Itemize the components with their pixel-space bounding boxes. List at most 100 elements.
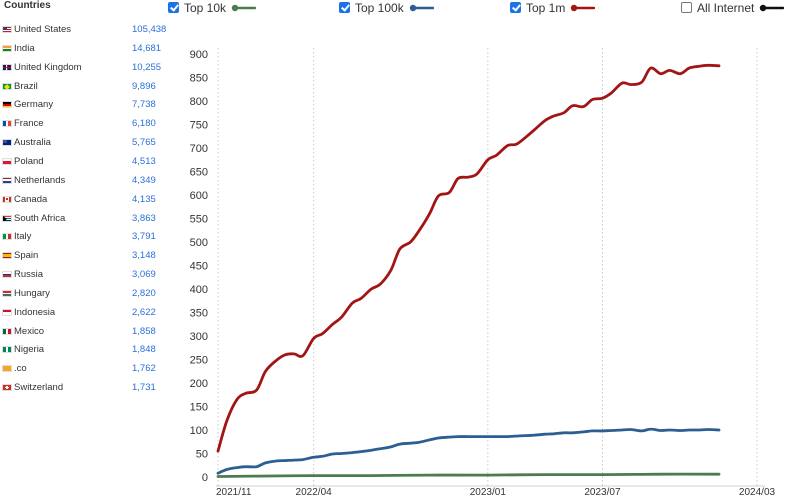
legend-swatch-icon xyxy=(409,4,434,12)
y-tick-label: 450 xyxy=(190,261,208,273)
country-row[interactable]: Italy 3,791 xyxy=(2,229,170,245)
y-tick-label: 0 xyxy=(202,472,208,484)
country-row[interactable]: Brazil 9,896 xyxy=(2,79,170,95)
country-row[interactable]: Australia 5,765 xyxy=(2,135,170,151)
countries-sidebar: Countries United States 105,438 India 14,68… xyxy=(0,0,170,498)
y-tick-label: 700 xyxy=(190,143,208,155)
country-name: Germany xyxy=(14,99,54,111)
country-row[interactable]: Netherlands 4,349 xyxy=(2,173,170,189)
country-row[interactable]: .co 1,762 xyxy=(2,361,170,377)
us-flag-icon xyxy=(2,26,12,33)
country-count[interactable]: 5,765 xyxy=(132,137,156,149)
y-tick-label: 350 xyxy=(190,308,208,320)
y-tick-label: 400 xyxy=(190,284,208,296)
country-count[interactable]: 3,791 xyxy=(132,231,156,243)
country-count[interactable]: 4,135 xyxy=(132,193,156,205)
legend-swatch-icon xyxy=(571,4,596,12)
country-name: Brazil xyxy=(14,80,38,92)
checkbox-checked-icon[interactable] xyxy=(510,2,521,13)
hu-flag-icon xyxy=(2,289,12,297)
line-chart: 2021/11 2022/04 2023/01 2023/07 2024/03 0 50 10… xyxy=(190,48,776,498)
country-row[interactable]: United Kingdom 10,255 xyxy=(2,60,170,76)
country-count[interactable]: 2,622 xyxy=(132,306,156,318)
co-domain-icon xyxy=(2,365,12,373)
country-count[interactable]: 1,848 xyxy=(132,344,156,356)
country-row[interactable]: Nigeria 1,848 xyxy=(2,342,170,358)
country-row[interactable]: Spain 3,148 xyxy=(2,248,170,264)
country-row[interactable]: Canada 4,135 xyxy=(2,192,170,208)
fr-flag-icon xyxy=(2,120,12,128)
country-count[interactable]: 6,180 xyxy=(132,118,156,130)
country-count[interactable]: 3,863 xyxy=(132,212,156,224)
es-flag-icon xyxy=(2,252,12,260)
y-tick-label: 800 xyxy=(190,96,208,108)
country-name: Nigeria xyxy=(14,344,45,356)
country-name: Mexico xyxy=(14,325,45,337)
country-count[interactable]: 4,349 xyxy=(132,174,156,186)
country-count[interactable]: 105,438 xyxy=(132,24,167,35)
mx-flag-icon xyxy=(2,327,12,335)
country-name: South Africa xyxy=(14,212,66,224)
country-row[interactable]: France 6,180 xyxy=(2,116,170,132)
legend-label: Top 1m xyxy=(526,1,566,15)
de-flag-icon xyxy=(2,101,12,109)
country-name: Hungary xyxy=(14,287,50,299)
br-flag-icon xyxy=(2,82,12,90)
x-tick-label: 2024/03 xyxy=(739,487,776,498)
country-count[interactable]: 4,513 xyxy=(132,155,156,167)
y-tick-label: 500 xyxy=(190,237,208,249)
in-flag-icon xyxy=(2,44,12,52)
legend-swatch-icon xyxy=(760,4,785,12)
country-row[interactable]: Germany 7,738 xyxy=(2,97,170,113)
y-tick-label: 550 xyxy=(190,214,208,226)
country-row[interactable]: Russia 3,069 xyxy=(2,267,170,283)
x-tick-label: 2023/07 xyxy=(584,487,621,498)
country-count[interactable]: 1,858 xyxy=(132,325,156,337)
country-name: Canada xyxy=(14,193,48,205)
country-row[interactable]: Mexico 1,858 xyxy=(2,324,170,340)
country-count[interactable]: 9,896 xyxy=(132,80,156,92)
y-tick-label: 250 xyxy=(190,355,208,367)
country-row[interactable]: United States 105,438 xyxy=(2,22,170,38)
y-tick-label: 300 xyxy=(190,331,208,343)
series-line-top-1m xyxy=(216,63,721,453)
legend-label: Top 10k xyxy=(184,1,227,15)
country-row[interactable]: South Africa 3,863 xyxy=(2,211,170,227)
za-flag-icon xyxy=(2,214,12,222)
au-flag-icon xyxy=(2,139,12,147)
y-tick-label: 600 xyxy=(190,190,208,202)
country-name: Italy xyxy=(14,231,32,243)
country-row[interactable]: India 14,681 xyxy=(2,41,170,57)
country-count[interactable]: 10,255 xyxy=(132,61,162,73)
legend-label: All Internet xyxy=(697,1,755,15)
checkbox-unchecked-icon[interactable] xyxy=(681,2,692,13)
legend-label: Top 100k xyxy=(355,1,404,15)
country-row[interactable]: Hungary 2,820 xyxy=(2,286,170,302)
country-count[interactable]: 1,731 xyxy=(132,382,156,394)
country-row[interactable]: Switzerland 1,731 xyxy=(2,380,170,396)
country-row[interactable]: Indonesia 2,622 xyxy=(2,305,170,321)
country-count[interactable]: 2,820 xyxy=(132,287,156,299)
x-tick-label: 2023/01 xyxy=(470,487,507,498)
country-row[interactable]: Poland 4,513 xyxy=(2,154,170,170)
x-tick-label: 2021/11 xyxy=(216,487,252,498)
country-count[interactable]: 3,148 xyxy=(132,250,156,262)
country-name: Australia xyxy=(14,137,51,149)
checkbox-checked-icon[interactable] xyxy=(168,2,179,13)
y-tick-label: 150 xyxy=(190,402,208,414)
country-count[interactable]: 3,069 xyxy=(132,269,156,281)
country-count[interactable]: 14,681 xyxy=(132,42,162,54)
x-tick-label: 2022/04 xyxy=(296,487,333,498)
y-tick-label: 650 xyxy=(190,167,208,179)
series-line-top-10k xyxy=(216,472,721,478)
it-flag-icon xyxy=(2,233,12,241)
country-name: United Kingdom xyxy=(14,61,82,73)
y-tick-label: 850 xyxy=(190,73,208,85)
country-name: .co xyxy=(14,363,27,375)
ca-flag-icon xyxy=(2,195,12,203)
y-tick-label: 750 xyxy=(190,120,208,132)
checkbox-checked-icon[interactable] xyxy=(339,2,350,13)
country-count[interactable]: 1,762 xyxy=(132,363,156,375)
country-name: United States xyxy=(14,24,72,35)
country-count[interactable]: 7,738 xyxy=(132,99,156,111)
